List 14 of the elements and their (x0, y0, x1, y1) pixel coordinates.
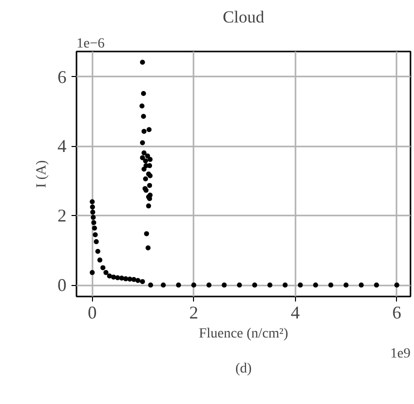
y-axis-title: I (A) (34, 160, 50, 188)
chart-title: Cloud (222, 8, 265, 26)
y-tick-label: 4 (58, 136, 66, 156)
y-tick-label: 2 (58, 206, 66, 226)
annotation: 1e−6 (76, 36, 105, 52)
text: 1e9 (390, 346, 411, 362)
x-axis-title: Fluence (n/cm²) (198, 326, 289, 342)
text: (d) (235, 362, 252, 376)
y-tick-label: 6 (58, 66, 66, 87)
x-tick-label: 0 (88, 302, 97, 322)
x-tick-label: 4 (290, 302, 300, 322)
x-tick-label: 2 (189, 302, 198, 322)
y-tick-label: 0 (58, 275, 66, 296)
x-tick-label: 6 (392, 302, 402, 322)
